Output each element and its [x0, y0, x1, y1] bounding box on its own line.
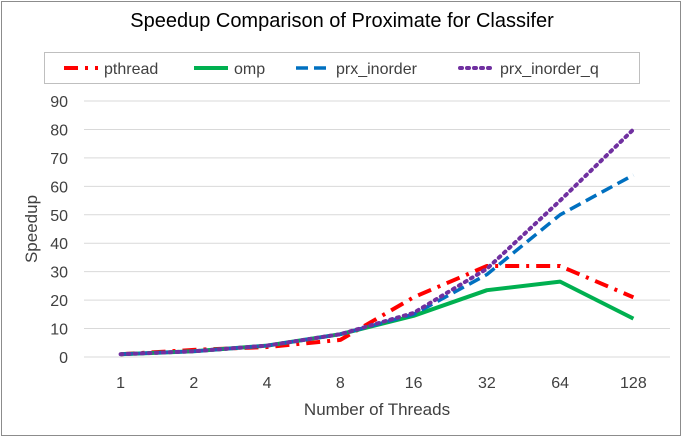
- series-line-pthread: [120, 264, 635, 357]
- x-tick-label: 32: [478, 375, 496, 392]
- x-tick-label: 16: [405, 375, 423, 392]
- series-line-omp: [120, 279, 635, 357]
- y-tick-label: 70: [50, 151, 68, 168]
- y-tick-label: 30: [50, 265, 68, 282]
- legend-label-prx_inorder: prx_inorder: [336, 61, 418, 78]
- y-tick-label: 50: [50, 208, 68, 225]
- x-tick-label: 1: [116, 375, 125, 392]
- y-axis-ticks: 0 10 20 30 40 50 60 70 80 90: [50, 94, 68, 367]
- x-axis-ticks: 1 2 4 8 16 32 64 128: [116, 375, 647, 392]
- x-tick-label: 64: [551, 375, 569, 392]
- legend: [44, 52, 640, 84]
- x-tick-label: 128: [620, 375, 647, 392]
- y-tick-label: 20: [50, 293, 68, 310]
- legend-label-pthread: pthread: [104, 61, 158, 78]
- y-axis-label: Speedup: [22, 195, 41, 263]
- chart-title: Speedup Comparison of Proximate for Clas…: [130, 10, 554, 32]
- series-line-prx_inorder_q: [118, 127, 636, 357]
- legend-label-prx_inorder_q: prx_inorder_q: [500, 61, 599, 78]
- y-tick-label: 60: [50, 179, 68, 196]
- x-tick-label: 2: [189, 375, 198, 392]
- x-axis-label: Number of Threads: [304, 400, 450, 419]
- x-tick-label: 4: [263, 375, 272, 392]
- y-tick-label: 10: [50, 322, 68, 339]
- y-tick-label: 0: [59, 350, 68, 367]
- y-tick-label: 80: [50, 122, 68, 139]
- legend-label-omp: omp: [234, 61, 265, 78]
- x-tick-label: 8: [336, 375, 345, 392]
- legend-entries: pthread omp prx_inorder prx_inorder_q: [64, 61, 599, 78]
- series-lines: [118, 127, 636, 357]
- y-tick-label: 90: [50, 94, 68, 111]
- y-tick-label: 40: [50, 236, 68, 253]
